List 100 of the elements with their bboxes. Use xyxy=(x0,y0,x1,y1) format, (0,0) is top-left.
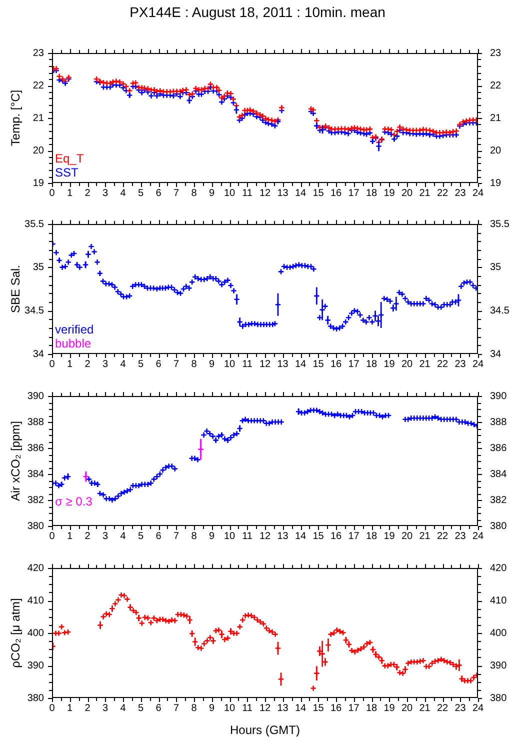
x-tick-label: 11 xyxy=(242,702,253,714)
y-tick-label: 420 xyxy=(27,562,44,574)
x-tick-label: 24 xyxy=(472,188,484,199)
y2-tick-label: 382 xyxy=(490,494,508,506)
x-tick-label: 18 xyxy=(366,530,378,542)
x-tick-label: 14 xyxy=(294,702,306,714)
text: verified xyxy=(55,322,94,336)
x-tick-label: 3 xyxy=(102,530,108,542)
y-tick-label: 20 xyxy=(32,145,44,156)
x-tick-label: 1 xyxy=(66,358,73,370)
x-tick-label: 8 xyxy=(191,188,198,199)
x-tick-label: 6 xyxy=(156,358,162,370)
x-tick-label: 4 xyxy=(120,530,126,542)
x-tick-label: 24 xyxy=(472,358,484,370)
x-tick-label: 1 xyxy=(66,702,73,714)
x-tick-label: 22 xyxy=(436,702,448,714)
x-tick-label: 5 xyxy=(138,530,144,542)
x-tick-label: 12 xyxy=(259,702,271,714)
x-tick-label: 24 xyxy=(472,530,484,542)
x-tick-label: 15 xyxy=(312,702,324,714)
y2-tick-label: 388 xyxy=(490,416,508,428)
series-label: σ ≥ 0.3 xyxy=(55,494,93,508)
y2-tick-label: 380 xyxy=(490,520,508,532)
x-tick-label: 13 xyxy=(277,702,289,714)
x-tick-label: 23 xyxy=(454,702,466,714)
y-tick-label: 382 xyxy=(27,494,44,506)
x-tick-label: 14 xyxy=(294,358,306,370)
y2-tick-label: 35 xyxy=(490,262,502,274)
x-tick-label: 1 xyxy=(66,530,73,542)
x-tick-label: 21 xyxy=(419,358,431,370)
y2-tick-label: 400 xyxy=(490,628,508,639)
x-tick-label: 14 xyxy=(294,530,306,542)
x-tick-label: 13 xyxy=(277,188,289,199)
y2-tick-label: 21 xyxy=(490,112,502,124)
x-tick-label: 9 xyxy=(208,530,215,542)
x-tick-label: 20 xyxy=(401,358,413,370)
x-tick-label: 11 xyxy=(242,188,253,199)
y2-tick-label: 19 xyxy=(490,178,502,189)
x-tick-label: 3 xyxy=(102,188,108,199)
y-tick-label: 23 xyxy=(32,48,44,59)
y2-tick-label: 35.5 xyxy=(490,218,510,230)
y-tick-label: 35 xyxy=(32,262,44,274)
y-axis-title: Temp. [°C] xyxy=(8,90,23,146)
y-axis-title: Air xCO₂ [ppm] xyxy=(8,420,23,502)
x-tick-label: 7 xyxy=(173,188,180,199)
x-tick-label: 22 xyxy=(436,188,448,199)
x-tick-label: 22 xyxy=(436,530,448,542)
y-tick-label: 34 xyxy=(32,348,44,360)
x-tick-label: 2 xyxy=(84,530,91,542)
x-tick-label: 15 xyxy=(312,358,324,370)
x-tick-label: 3 xyxy=(102,358,108,370)
y-tick-label: 19 xyxy=(32,178,44,189)
x-tick-label: 17 xyxy=(348,358,360,370)
x-tick-label: 17 xyxy=(348,702,360,714)
x-tick-label: 9 xyxy=(208,188,215,199)
x-tick-label: 11 xyxy=(242,530,253,542)
x-tick-label: 5 xyxy=(138,188,144,199)
x-tick-label: 0 xyxy=(49,702,56,714)
x-tick-label: 9 xyxy=(208,702,215,714)
x-tick-label: 16 xyxy=(330,530,342,542)
y-tick-label: 386 xyxy=(27,442,44,454)
text: Eq_T xyxy=(55,151,84,166)
y-tick-label: 35.5 xyxy=(24,218,44,230)
x-tick-label: 14 xyxy=(294,188,306,199)
x-tick-label: 21 xyxy=(419,530,431,542)
x-tick-label: 17 xyxy=(348,530,360,542)
x-tick-label: 19 xyxy=(384,188,396,199)
x-tick-label: 15 xyxy=(312,188,324,199)
x-tick-label: 12 xyxy=(259,188,271,199)
x-tick-label: 8 xyxy=(191,358,198,370)
x-tick-label: 7 xyxy=(173,358,180,370)
x-tick-label: 5 xyxy=(138,702,144,714)
y-tick-label: 410 xyxy=(27,595,44,606)
x-tick-label: 0 xyxy=(49,358,56,370)
y2-tick-label: 34.5 xyxy=(490,305,510,316)
x-tick-label: 4 xyxy=(120,702,126,714)
x-tick-label: 13 xyxy=(277,530,289,542)
y-tick-label: 390 xyxy=(27,660,44,672)
x-tick-label: 18 xyxy=(366,188,378,199)
y2-tick-label: 20 xyxy=(490,145,502,156)
x-tick-label: 2 xyxy=(84,702,91,714)
x-tick-label: 10 xyxy=(224,530,236,542)
x-tick-label: 16 xyxy=(330,188,342,199)
x-tick-label: 20 xyxy=(401,702,413,714)
legend-label: bubble xyxy=(55,336,92,350)
x-tick-label: 6 xyxy=(156,188,162,199)
x-tick-label: 10 xyxy=(224,358,236,370)
y2-tick-label: 390 xyxy=(490,660,508,672)
x-tick-label: 19 xyxy=(384,702,396,714)
x-tick-label: 19 xyxy=(384,530,396,542)
y2-tick-label: 22 xyxy=(490,80,502,92)
x-tick-label: 23 xyxy=(454,358,466,370)
y-tick-label: 22 xyxy=(32,80,44,92)
y-tick-label: 34.5 xyxy=(24,305,44,316)
x-tick-label: 12 xyxy=(259,358,271,370)
x-tick-label: 21 xyxy=(419,188,431,199)
x-axis-title: Hours (GMT) xyxy=(230,723,300,738)
x-tick-label: 2 xyxy=(84,358,91,370)
x-tick-label: 18 xyxy=(366,702,378,714)
chart-title: PX144E : August 18, 2011 : 10min. mean xyxy=(128,3,386,21)
